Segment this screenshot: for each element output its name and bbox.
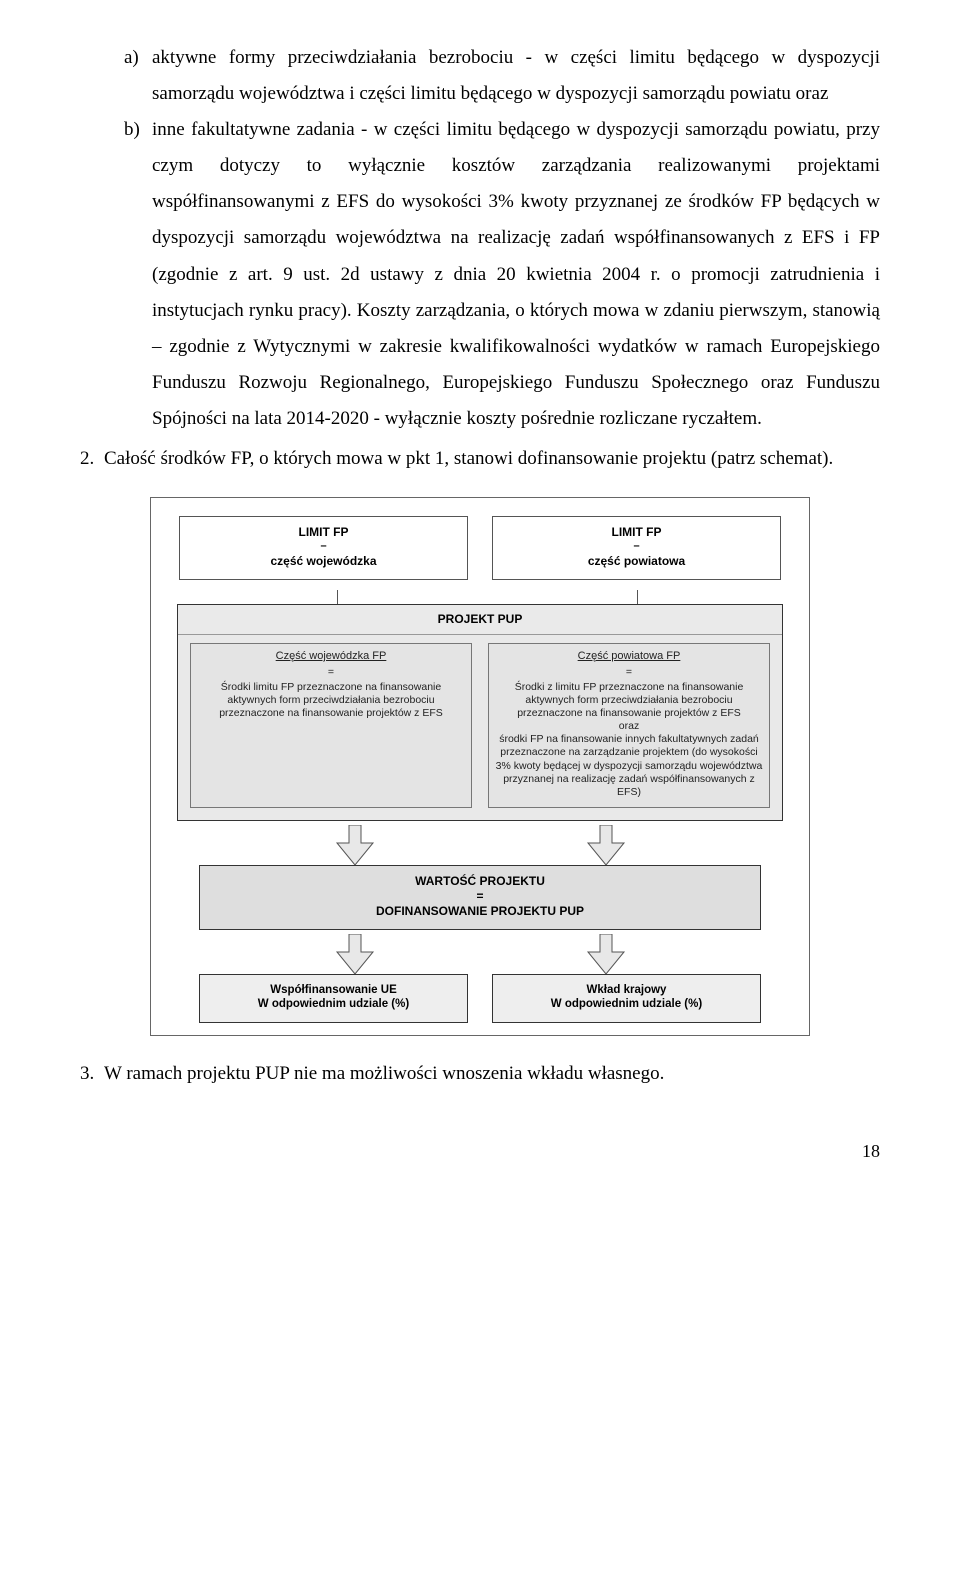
ordered-list-letters: a) aktywne formy przeciwdziałania bezrob…: [80, 40, 880, 437]
list-text: inne fakultatywne zadania - w części lim…: [152, 119, 880, 429]
connector: [337, 590, 338, 604]
value-line1: WARTOŚĆ PROJEKTU: [206, 874, 754, 889]
project-col-left: Część wojewódzka FP = Środki limitu FP p…: [190, 643, 472, 808]
value-eq: =: [206, 889, 754, 904]
list-marker: a): [124, 40, 139, 76]
value-line2: DOFINANSOWANIE PROJEKTU PUP: [206, 904, 754, 919]
limit-subtitle: część wojewódzka: [186, 554, 461, 569]
bottom-row: Współfinansowanie UE W odpowiednim udzia…: [159, 974, 801, 1023]
list-item-a: a) aktywne formy przeciwdziałania bezrob…: [152, 40, 880, 112]
connector: [637, 590, 638, 604]
col-body2: środki FP na finansowanie innych fakulta…: [495, 733, 763, 799]
ordered-list-numbers: 2. Całość środków FP, o których mowa w p…: [80, 441, 880, 477]
list-item-3: 3. W ramach projektu PUP nie ma możliwoś…: [80, 1056, 880, 1092]
limit-dash: –: [499, 540, 774, 554]
col-heading: Część powiatowa FP: [495, 650, 763, 664]
arrow-row-2: [159, 930, 801, 974]
bottom-line2: W odpowiednim udziale (%): [499, 997, 754, 1011]
value-box: WARTOŚĆ PROJEKTU = DOFINANSOWANIE PROJEK…: [199, 865, 761, 930]
list-text: W ramach projektu PUP nie ma możliwości …: [104, 1063, 664, 1084]
bottom-line2: W odpowiednim udziale (%): [206, 997, 461, 1011]
connector-row: [159, 594, 801, 604]
arrow-down-icon: [331, 825, 379, 865]
col-eq: =: [197, 666, 465, 679]
list-marker: 2.: [80, 441, 94, 477]
project-columns: Część wojewódzka FP = Środki limitu FP p…: [178, 635, 782, 808]
diagram-top-row: LIMIT FP – część wojewódzka LIMIT FP – c…: [159, 506, 801, 594]
col-heading: Część wojewódzka FP: [197, 650, 465, 664]
col-oraz: oraz: [495, 720, 763, 733]
limit-dash: –: [186, 540, 461, 554]
list-item-b: b) inne fakultatywne zadania - w części …: [152, 112, 880, 437]
bottom-box-left: Współfinansowanie UE W odpowiednim udzia…: [199, 974, 468, 1023]
col-body: Środki z limitu FP przeznaczone na finan…: [495, 681, 763, 720]
bottom-box-right: Wkład krajowy W odpowiednim udziale (%): [492, 974, 761, 1023]
list-text: aktywne formy przeciwdziałania bezroboci…: [152, 47, 880, 104]
page-number: 18: [80, 1134, 880, 1168]
list-text: Całość środków FP, o których mowa w pkt …: [104, 448, 833, 469]
limit-box-right: LIMIT FP – część powiatowa: [492, 516, 781, 580]
arrow-down-icon: [582, 825, 630, 865]
bottom-line1: Wkład krajowy: [499, 983, 754, 997]
limit-title: LIMIT FP: [186, 525, 461, 540]
arrow-down-icon: [582, 934, 630, 974]
project-col-right: Część powiatowa FP = Środki z limitu FP …: [488, 643, 770, 808]
project-title: PROJEKT PUP: [178, 605, 782, 635]
list-marker: b): [124, 112, 140, 148]
limit-subtitle: część powiatowa: [499, 554, 774, 569]
col-body: Środki limitu FP przeznaczone na finanso…: [197, 681, 465, 720]
list-marker: 3.: [80, 1056, 94, 1092]
limit-box-left: LIMIT FP – część wojewódzka: [179, 516, 468, 580]
project-box: PROJEKT PUP Część wojewódzka FP = Środki…: [177, 604, 783, 821]
list-item-2: 2. Całość środków FP, o których mowa w p…: [104, 441, 880, 477]
arrow-row-1: [159, 821, 801, 865]
diagram: LIMIT FP – część wojewódzka LIMIT FP – c…: [150, 497, 810, 1036]
diagram-container: LIMIT FP – część wojewódzka LIMIT FP – c…: [80, 477, 880, 1042]
col-eq: =: [495, 666, 763, 679]
bottom-line1: Współfinansowanie UE: [206, 983, 461, 997]
limit-title: LIMIT FP: [499, 525, 774, 540]
arrow-down-icon: [331, 934, 379, 974]
